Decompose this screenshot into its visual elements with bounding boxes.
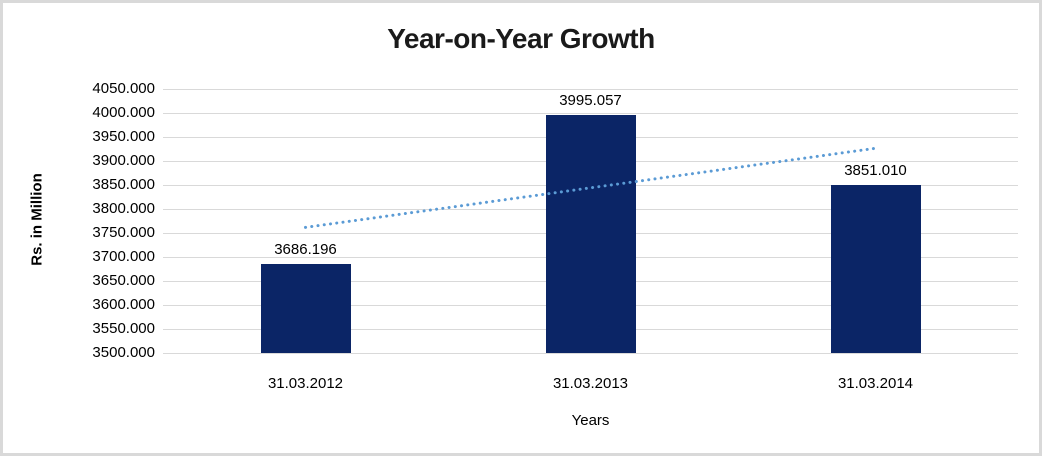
bar-31.03.2014	[830, 184, 921, 353]
y-axis-tick-label: 3950.000	[92, 128, 155, 145]
gridline	[163, 113, 1018, 114]
chart-title: Year-on-Year Growth	[387, 23, 655, 54]
y-axis-tick-label: 3700.000	[92, 248, 155, 265]
bar-31.03.2012	[260, 263, 351, 353]
y-axis-title: Rs. in Million	[28, 173, 46, 266]
gridline	[163, 353, 1018, 354]
gridline	[163, 89, 1018, 90]
x-axis-tick-label: 31.03.2012	[267, 375, 344, 392]
y-axis-tick-label: 3900.000	[92, 152, 155, 169]
data-label-31.03.2012: 3686.196	[274, 240, 337, 258]
data-label-31.03.2014: 3851.010	[844, 161, 907, 179]
y-axis-tick-label: 3750.000	[92, 224, 155, 241]
x-axis-tick-label: 31.03.2014	[837, 375, 914, 392]
y-axis-tick-label: 3800.000	[92, 200, 155, 217]
y-axis-tick-label: 3650.000	[92, 272, 155, 289]
bar-31.03.2013	[545, 115, 636, 353]
y-axis-tick-label: 3550.000	[92, 320, 155, 337]
y-axis-tick-label: 4050.000	[92, 80, 155, 97]
x-axis-tick-label: 31.03.2013	[552, 375, 629, 392]
data-label-31.03.2013: 3995.057	[559, 92, 622, 110]
y-axis-tick-label: 3500.000	[92, 344, 155, 361]
y-axis-tick-label: 4000.000	[92, 104, 155, 121]
y-axis-tick-label: 3600.000	[92, 296, 155, 313]
y-axis-tick-label: 3850.000	[92, 176, 155, 193]
x-axis-title: Years	[571, 412, 610, 429]
